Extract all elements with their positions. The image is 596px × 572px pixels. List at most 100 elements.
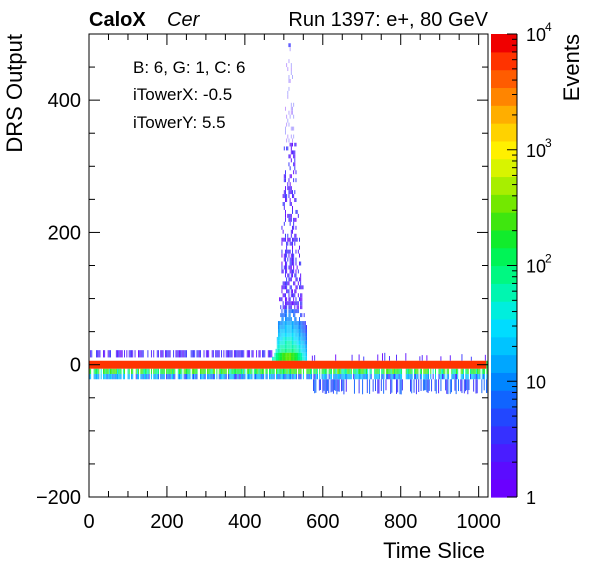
lower-band-cell	[415, 368, 417, 374]
pulse-cell	[292, 229, 293, 234]
pulse-cell	[288, 325, 290, 329]
lower-band-cell	[177, 373, 179, 380]
pulse-cell	[282, 344, 284, 349]
lower-band-cell	[223, 368, 225, 374]
pulse-cell	[288, 186, 290, 191]
tail-cell	[461, 379, 463, 394]
pulse-cell	[286, 340, 288, 345]
pulse-cell	[287, 237, 289, 242]
lower-band-cell	[120, 373, 122, 380]
pulse-cell	[286, 253, 288, 258]
pulse-cell	[292, 150, 293, 155]
lower-band-cell	[460, 368, 462, 374]
lower-band-cell	[262, 368, 263, 374]
lower-band-cell	[359, 373, 360, 380]
tail-cell	[399, 379, 401, 395]
lower-band-cell	[432, 368, 434, 374]
lower-band-cell	[150, 368, 152, 374]
pulse-cell	[297, 281, 299, 286]
lower-band-cell	[236, 368, 238, 374]
lower-band-cell	[474, 373, 476, 380]
pulse-cell	[294, 154, 296, 159]
pulse-cell	[284, 317, 286, 322]
pulse-cell	[290, 340, 292, 345]
upper-band-cell	[240, 350, 242, 358]
pulse-cell	[297, 344, 299, 349]
lower-band-cell	[355, 368, 357, 374]
pulse-cell	[301, 352, 303, 357]
lower-band-cell	[316, 368, 318, 374]
lower-band-cell	[381, 373, 383, 380]
lower-band-cell	[216, 373, 218, 380]
pulse-cell	[304, 352, 306, 357]
lower-band-cell	[266, 373, 268, 380]
z-tick-label: 10	[526, 141, 546, 161]
pulse-cell	[276, 352, 277, 361]
lower-band-cell	[143, 373, 145, 380]
color-bar-segment	[491, 140, 517, 160]
lower-band-cell	[398, 368, 400, 374]
color-bar-segment	[491, 283, 517, 302]
pulse-cell	[301, 332, 303, 337]
pulse-cell	[287, 321, 289, 326]
pulse-cell	[304, 332, 306, 337]
pulse-cell	[295, 301, 297, 306]
upper-band-cell	[259, 350, 261, 358]
pulse-cell	[297, 321, 299, 326]
upper-band-cell	[269, 350, 270, 358]
pulse-cell	[282, 348, 284, 353]
pulse-cell	[300, 277, 302, 282]
lower-band-cell	[363, 373, 365, 380]
lower-band-cell	[194, 373, 196, 380]
pulse-cell	[300, 301, 302, 306]
heatmap-cells	[89, 43, 489, 395]
lower-band-cell	[145, 373, 147, 380]
pulse-cell	[293, 348, 295, 353]
lower-band-cell	[341, 368, 343, 374]
pulse-cell	[292, 289, 293, 294]
pulse-cell	[288, 194, 290, 199]
color-bar-segment	[491, 194, 517, 213]
lower-band-cell	[161, 373, 163, 380]
lower-band-cell	[128, 368, 130, 374]
pulse-cell	[297, 325, 299, 329]
pulse-cell	[294, 162, 296, 167]
upper-band-cell	[104, 350, 106, 358]
upper-band-cell	[212, 350, 214, 358]
lower-band-cell	[143, 368, 145, 374]
lower-band-cell	[240, 368, 242, 374]
upper-band-cell	[263, 350, 265, 358]
lower-band-cell	[337, 368, 339, 374]
color-bar-segment	[491, 336, 517, 356]
lower-band-cell	[375, 373, 377, 380]
pulse-cell	[281, 309, 283, 314]
x-tick-label: 0	[83, 511, 94, 533]
pulse-cell	[296, 265, 298, 270]
pulse-cell	[295, 269, 297, 274]
lower-band-cell	[438, 373, 440, 380]
pulse-cell	[306, 325, 307, 329]
lower-band-cell	[479, 368, 481, 374]
pulse-cell	[292, 190, 293, 195]
lower-band-cell	[388, 373, 390, 380]
pulse-cell	[294, 142, 296, 147]
pulse-cell	[299, 317, 300, 322]
lower-band-cell	[242, 368, 244, 374]
lower-band-cell	[306, 373, 308, 380]
pulse-cell	[283, 285, 285, 290]
pulse-cell	[292, 348, 293, 353]
pulse-cell	[286, 336, 288, 341]
pulse-cell	[303, 321, 305, 326]
lower-band-cell	[417, 368, 419, 374]
x-tick-label: 600	[306, 511, 339, 533]
pulse-cell	[289, 277, 291, 282]
lower-band-cell	[166, 373, 168, 380]
lower-band-cell	[242, 373, 244, 380]
pulse-cell	[300, 305, 302, 310]
upper-band-cell	[131, 350, 132, 358]
lower-band-cell	[323, 373, 325, 380]
upper-band-cell	[229, 350, 231, 358]
pulse-cell	[286, 313, 288, 318]
lower-band-cell	[467, 373, 469, 380]
upper-band-cell	[177, 350, 179, 358]
